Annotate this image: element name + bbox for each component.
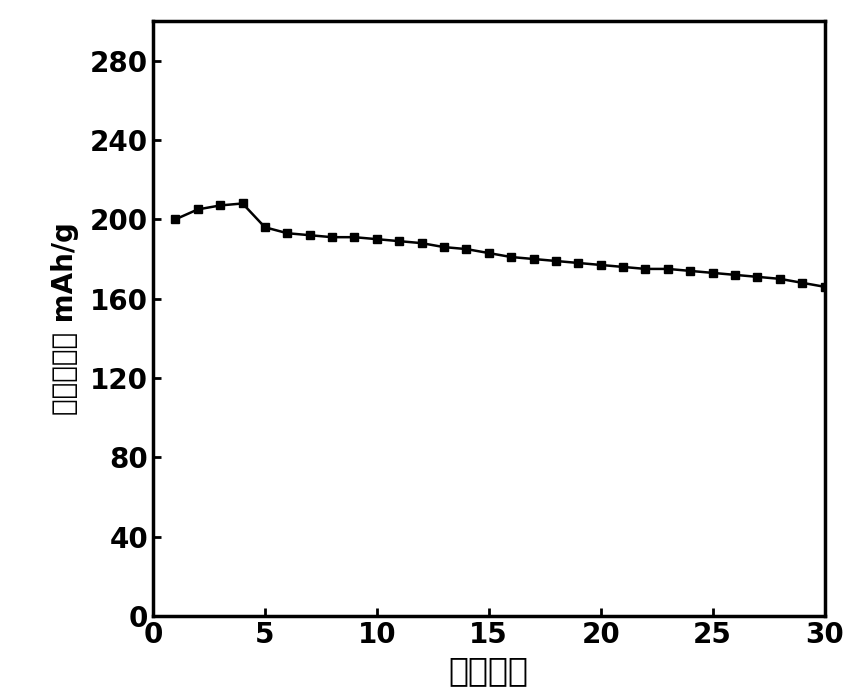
X-axis label: 循环序号: 循环序号 — [449, 654, 529, 687]
Y-axis label: 放电比容量 mAh/g: 放电比容量 mAh/g — [51, 222, 79, 415]
